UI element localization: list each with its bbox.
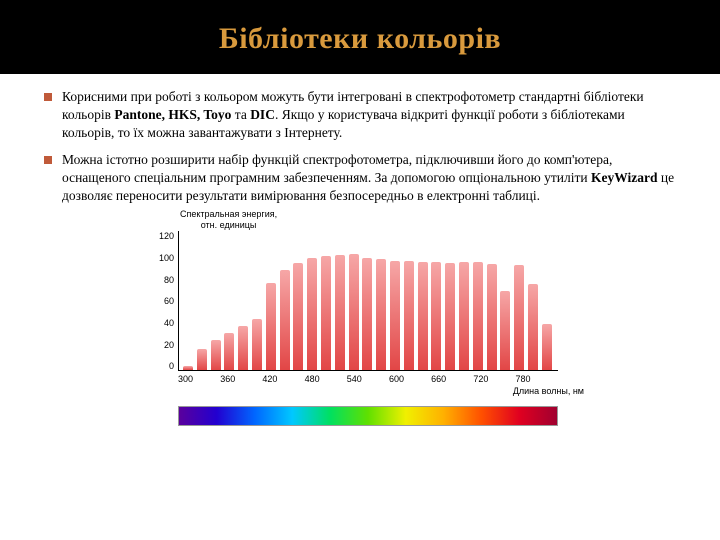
bar [211, 340, 221, 370]
body-text: та [231, 107, 250, 122]
bar [349, 254, 359, 371]
bar [487, 264, 497, 370]
x-tick: 480 [305, 374, 347, 384]
x-tick: 660 [431, 374, 473, 384]
bar [445, 263, 455, 370]
y-tick: 120 [159, 231, 174, 241]
x-tick: 720 [473, 374, 515, 384]
bar [500, 291, 510, 370]
y-tick: 20 [164, 340, 174, 350]
bar [335, 255, 345, 371]
bar [266, 283, 276, 371]
y-tick: 80 [164, 275, 174, 285]
y-tick: 100 [159, 253, 174, 263]
spectral-chart: Спектральная энергия, отн. единицы 12010… [130, 213, 590, 426]
bullet-item: Можна істотно розширити набір функцій сп… [42, 151, 678, 206]
x-axis-title: Длина волны, нм [130, 386, 590, 396]
x-tick: 300 [178, 374, 220, 384]
bar [418, 262, 428, 371]
bar [362, 258, 372, 370]
plot-row: 120 100 80 60 40 20 0 [130, 213, 590, 371]
bar [280, 270, 290, 370]
bar [528, 284, 538, 370]
y-tick: 0 [169, 361, 174, 371]
visible-spectrum-bar [178, 406, 558, 426]
bar [404, 261, 414, 371]
x-tick: 360 [220, 374, 262, 384]
bold-text: Pantone, HKS, Toyo [114, 107, 231, 122]
y-tick: 40 [164, 318, 174, 328]
bar [390, 261, 400, 371]
bullet-list: Корисними при роботі з кольором можуть б… [42, 88, 678, 205]
bar [321, 256, 331, 370]
title-band: Бібліотеки кольорів [0, 0, 720, 74]
bar [293, 263, 303, 370]
y-tick: 60 [164, 296, 174, 306]
y-axis: 120 100 80 60 40 20 0 [130, 231, 178, 371]
bar [307, 258, 317, 370]
bar [473, 262, 483, 371]
content-area: Корисними при роботі з кольором можуть б… [0, 74, 720, 426]
x-tick: 600 [389, 374, 431, 384]
bar [542, 324, 552, 371]
y-axis-title: Спектральная энергия, отн. единицы [180, 209, 277, 230]
bar [252, 319, 262, 370]
bar [376, 259, 386, 370]
x-tick: 780 [516, 374, 558, 384]
body-text: Можна істотно розширити набір функцій сп… [62, 152, 612, 185]
bar [238, 326, 248, 370]
bars-container [179, 231, 558, 370]
bar [183, 366, 193, 371]
x-tick: 540 [347, 374, 389, 384]
bar [197, 349, 207, 370]
bar [431, 262, 441, 371]
x-tick: 420 [262, 374, 304, 384]
plot-area [178, 231, 558, 371]
bar [459, 262, 469, 371]
bullet-item: Корисними при роботі з кольором можуть б… [42, 88, 678, 143]
bold-text: DIC [250, 107, 275, 122]
bold-text: KeyWizard [591, 170, 658, 185]
bar [514, 265, 524, 370]
bar [224, 333, 234, 370]
x-axis: 300360420480540600660720780 [178, 371, 558, 384]
page-title: Бібліотеки кольорів [0, 22, 720, 56]
